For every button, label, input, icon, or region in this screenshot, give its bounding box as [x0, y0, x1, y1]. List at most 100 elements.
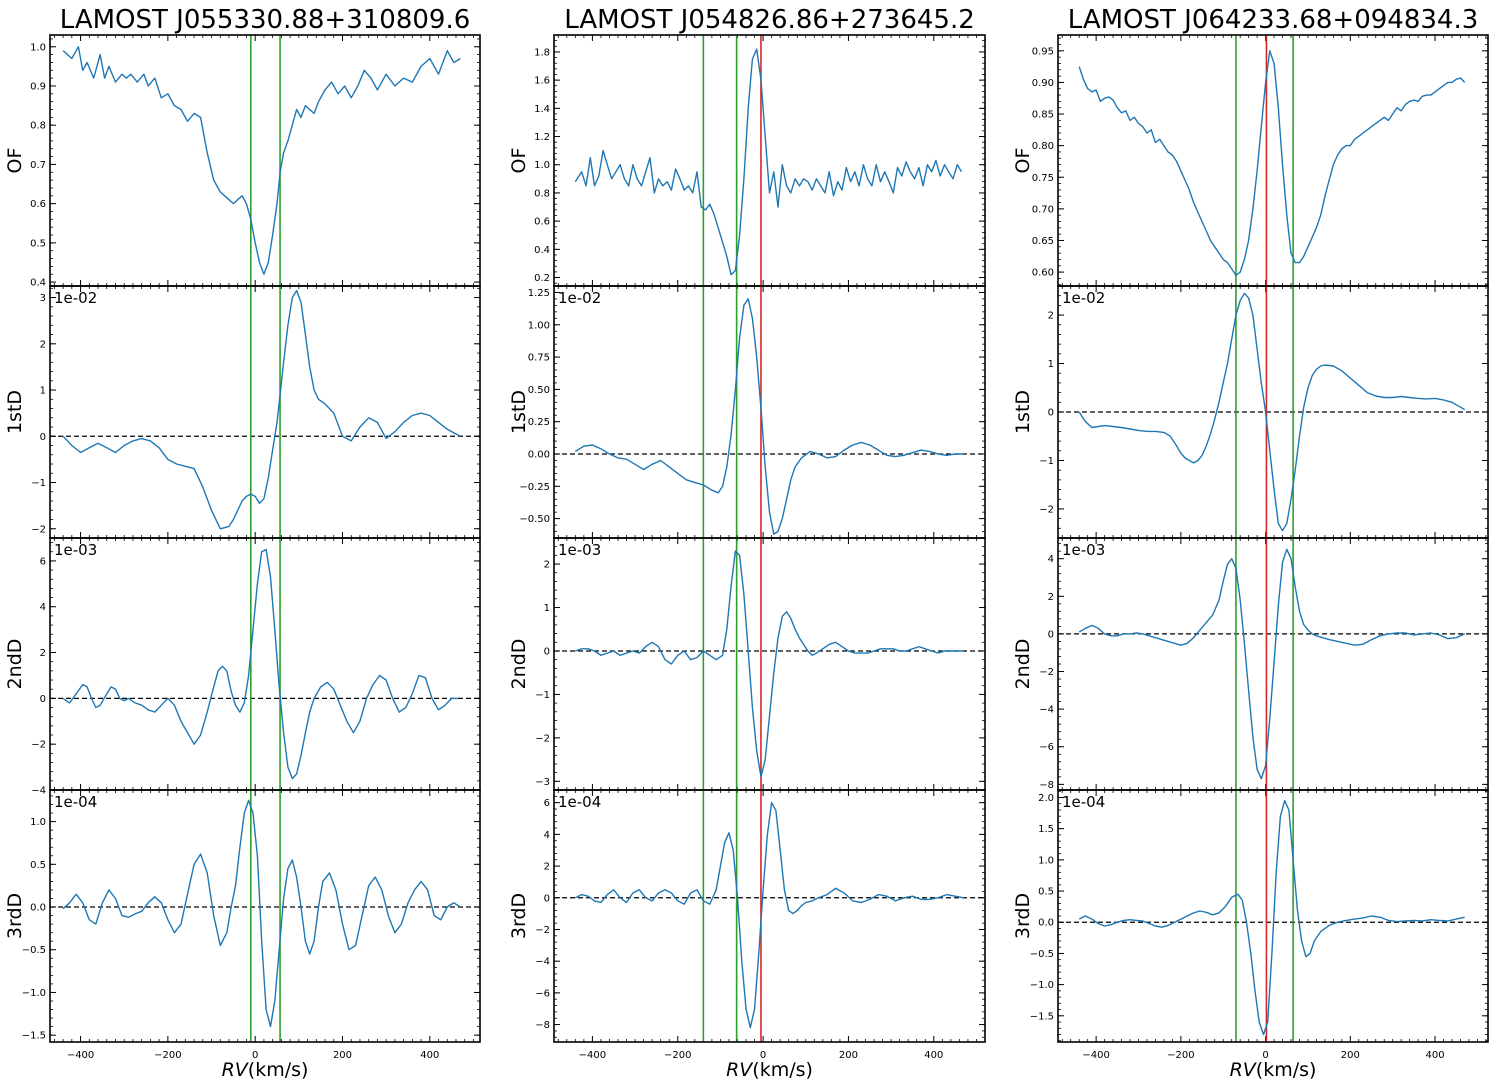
- panel-3rdD: −8 −6 −4 −2 0 2 4 6 1e-04 3rdD: [508, 789, 986, 1043]
- y-tick-label: 2: [544, 862, 550, 873]
- panel-1stD: −2 −1 0 1 2 3 1e-02 1stD: [4, 285, 481, 539]
- x-axis-label-unit: (km/s): [1256, 1059, 1317, 1081]
- panel-frame: [1057, 537, 1489, 791]
- y-tick-label: −8: [535, 1020, 550, 1031]
- offset-label: 1e-04: [54, 793, 97, 811]
- y-tick-label: −0.5: [22, 945, 46, 956]
- y-tick-label: 4: [1048, 554, 1054, 565]
- series-line: [574, 802, 964, 1029]
- y-tick-label: 0.85: [1032, 110, 1054, 121]
- y-tick-label: 1.0: [534, 160, 550, 171]
- series-line: [574, 48, 963, 276]
- y-tick-label: −3: [535, 777, 550, 788]
- y-tick-label: 0: [40, 694, 46, 705]
- panel-frame: [1057, 34, 1489, 287]
- y-tick-label: 0.4: [30, 278, 46, 289]
- y-axis-label: OF: [1012, 148, 1034, 174]
- offset-label: 1e-02: [558, 289, 601, 307]
- x-axis-label-unit: (km/s): [752, 1059, 813, 1081]
- y-tick-label: −0.25: [519, 482, 550, 493]
- y-tick-label: 0.6: [30, 199, 46, 210]
- panel-1stD: −0.50 −0.25 0.00 0.25 0.50 0.75 1.00 1.25 1e-02 1…: [508, 285, 986, 539]
- y-tick-label: 0.80: [1032, 141, 1054, 152]
- y-axis-label: 3rdD: [1012, 893, 1034, 939]
- y-tick-label: −6: [1039, 742, 1054, 753]
- y-axis-label: 3rdD: [508, 893, 530, 939]
- x-axis-label: RV(km/s): [222, 1059, 309, 1081]
- series-line: [1078, 548, 1465, 780]
- x-tick-label: 400: [924, 1050, 943, 1061]
- y-tick-label: 0.60: [1032, 268, 1054, 279]
- series-line: [1078, 799, 1465, 1036]
- y-tick-label: 1.00: [528, 320, 550, 331]
- y-tick-label: −2: [535, 925, 550, 936]
- y-tick-label: 0.8: [30, 121, 46, 132]
- x-axis-label-variable: RV: [1230, 1059, 1258, 1081]
- x-tick-label: −200: [154, 1050, 181, 1061]
- y-tick-label: 1: [544, 603, 550, 614]
- y-tick-label: 0.70: [1032, 204, 1054, 215]
- y-tick-label: −4: [31, 786, 46, 797]
- y-tick-label: −8: [1039, 780, 1054, 791]
- panel-frame: [49, 285, 481, 539]
- x-tick-label: 0: [760, 1050, 766, 1061]
- y-tick-label: −1.0: [22, 988, 46, 999]
- y-tick-label: 0.9: [30, 81, 46, 92]
- x-tick-label: −200: [1167, 1050, 1194, 1061]
- chart-column-1: LAMOST J055330.88+310809.60.40.50.60.70.…: [4, 5, 481, 1081]
- y-tick-label: 1.25: [528, 288, 550, 299]
- y-axis-label: 1stD: [1012, 390, 1034, 434]
- y-tick-label: 1.2: [534, 132, 550, 143]
- y-tick-label: 1: [40, 386, 46, 397]
- y-tick-label: −1.5: [1030, 1011, 1054, 1022]
- y-tick-label: 0.75: [528, 353, 550, 364]
- y-tick-label: 6: [544, 798, 550, 809]
- y-axis-label: 2ndD: [508, 639, 530, 690]
- y-tick-label: 0.6: [534, 217, 550, 228]
- offset-label: 1e-03: [1062, 541, 1105, 559]
- y-tick-label: 1.0: [1038, 855, 1054, 866]
- x-tick-label: −400: [579, 1050, 606, 1061]
- offset-label: 1e-04: [1062, 793, 1105, 811]
- offset-label: 1e-04: [558, 793, 601, 811]
- panel-frame: [49, 789, 481, 1043]
- chart-column-3: LAMOST J064233.68+094834.30.600.650.700.…: [1012, 5, 1489, 1081]
- y-tick-label: 0.0: [1038, 918, 1054, 929]
- x-axis-label-unit: (km/s): [248, 1059, 309, 1081]
- y-tick-label: −1.5: [22, 1031, 46, 1042]
- panel-frame: [553, 34, 986, 287]
- y-tick-label: 0.00: [528, 450, 550, 461]
- y-tick-label: 2: [1048, 592, 1054, 603]
- series-line: [62, 548, 459, 780]
- y-tick-label: 1: [1048, 359, 1054, 370]
- x-tick-label: 400: [1425, 1050, 1444, 1061]
- y-tick-label: 0.65: [1032, 236, 1054, 247]
- y-axis-label: 2ndD: [1012, 639, 1034, 690]
- y-tick-label: 4: [40, 602, 46, 613]
- y-tick-label: 1.4: [534, 104, 550, 115]
- series-line: [1078, 292, 1466, 532]
- panel-frame: [49, 537, 481, 791]
- y-tick-label: 0.0: [30, 903, 46, 914]
- y-tick-label: −4: [1039, 705, 1054, 716]
- y-tick-label: 0.5: [1038, 887, 1054, 898]
- x-axis-label: RV(km/s): [726, 1059, 813, 1081]
- y-tick-label: 1.8: [534, 47, 550, 58]
- x-tick-label: 200: [333, 1050, 352, 1061]
- y-tick-label: 3: [40, 293, 46, 304]
- y-tick-label: −2: [1039, 504, 1054, 515]
- panel-frame: [553, 285, 986, 539]
- y-tick-label: 0: [40, 432, 46, 443]
- x-axis-label: RV(km/s): [1230, 1059, 1317, 1081]
- x-tick-label: 200: [839, 1050, 858, 1061]
- y-axis-label: 2ndD: [4, 639, 26, 690]
- y-axis-label: 1stD: [4, 390, 26, 434]
- series-line: [1078, 50, 1466, 276]
- y-tick-label: 2: [40, 339, 46, 350]
- y-tick-label: 2.0: [1038, 793, 1054, 804]
- y-tick-label: 1.0: [30, 817, 46, 828]
- y-tick-label: −1: [535, 690, 550, 701]
- chart-column-2: LAMOST J054826.86+273645.2 0.2 0.4 0.6 0.8 1.…: [508, 5, 986, 1081]
- panel-frame: [553, 537, 986, 791]
